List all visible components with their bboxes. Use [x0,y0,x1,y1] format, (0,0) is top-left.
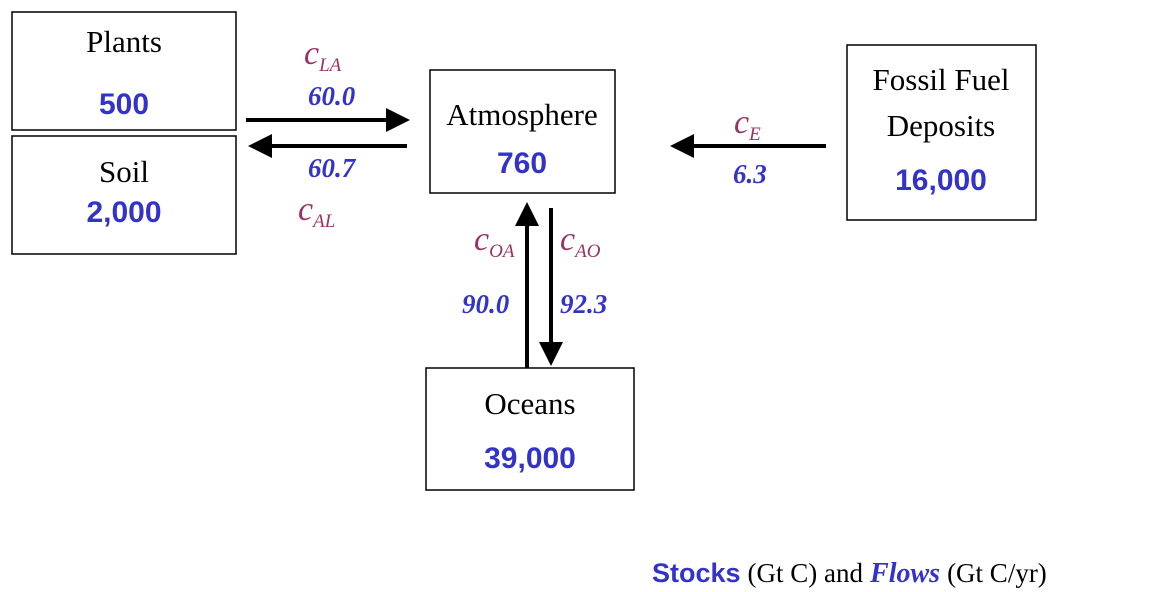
text-part: c [304,35,319,72]
flow-symbol: cAO [560,221,601,262]
flow-value: 92.3 [560,289,607,319]
text-part: Flows [869,558,940,589]
node-label: Plants [86,24,162,59]
text-part: OA [489,241,515,262]
fossil-box [846,44,1037,221]
node-stock: 39,000 [484,442,576,475]
text-part: (Gt C/yr) [947,558,1047,588]
atmosphere-box [429,69,616,194]
flow-symbol: cE [734,104,761,145]
text-part: LA [318,55,342,76]
text-part: c [734,104,749,141]
node-label: Fossil Fuel [873,62,1010,97]
flow-symbol: cLA [304,35,342,76]
text-part: AL [311,211,335,232]
text-part: c [298,191,313,228]
text-part: AO [573,241,601,262]
node-stock: 500 [99,88,149,121]
flow-value: 60.0 [308,81,356,111]
oceans-box [425,367,635,491]
node-stock: 2,000 [86,196,161,229]
node-label: Soil [99,154,149,189]
legend: Stocks (Gt C) and Flows (Gt C/yr) [652,558,1047,589]
flow-symbol: cOA [474,221,515,262]
flow-value: 6.3 [733,159,767,189]
text-part: c [560,221,575,258]
node-label: Atmosphere [446,97,598,132]
flow-symbol: cAL [298,191,335,232]
text-part: Stocks [652,558,741,588]
text-part: (Gt C) and [748,558,864,588]
node-label: Deposits [887,108,996,143]
node-label: Oceans [484,386,575,421]
flow-value: 90.0 [462,289,510,319]
node-stock: 16,000 [895,164,987,197]
plants-box [11,11,237,131]
soil-box [11,135,237,255]
node-stock: 760 [497,147,547,180]
flow-value: 60.7 [308,153,357,183]
text-part: E [748,124,761,145]
text-part: c [474,221,489,258]
